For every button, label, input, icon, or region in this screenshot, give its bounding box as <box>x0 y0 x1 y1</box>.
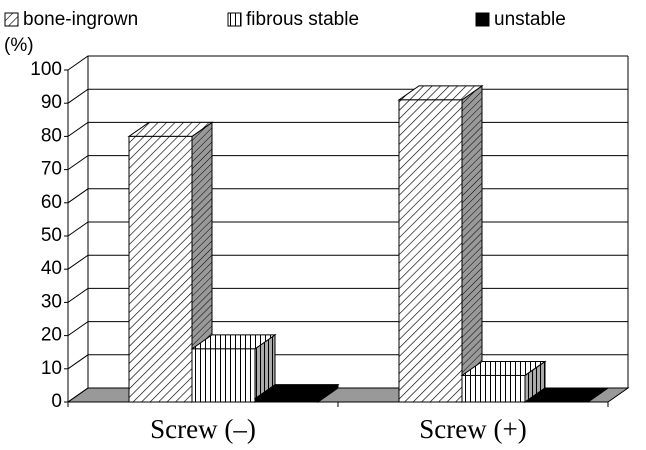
y-tick-label: 60 <box>41 192 62 213</box>
legend-label: unstable <box>494 9 566 30</box>
bar <box>253 383 340 403</box>
legend-label: fibrous stable <box>246 9 359 30</box>
y-axis-label: (%) <box>4 35 34 56</box>
legend-label: bone-ingrown <box>23 9 138 30</box>
y-tick-label: 80 <box>41 125 62 146</box>
grid-line <box>67 55 628 71</box>
x-tick-label: Screw (–) <box>150 414 256 444</box>
bar-front <box>398 99 463 403</box>
y-tick-label: 10 <box>41 358 62 379</box>
legend-swatch <box>475 12 490 27</box>
y-tick-label: 0 <box>51 391 62 412</box>
y-tick-label: 50 <box>41 225 62 246</box>
bar <box>127 121 214 403</box>
x-tick-label: Screw (+) <box>419 414 526 444</box>
legend-swatch <box>227 12 242 27</box>
bar-side <box>461 84 483 403</box>
y-tick-label: 70 <box>41 159 62 180</box>
y-tick-label: 100 <box>30 59 62 80</box>
bar <box>460 360 547 403</box>
bar-front <box>128 135 193 403</box>
bar-front <box>254 398 319 403</box>
grid-line <box>67 88 628 104</box>
bar-front <box>191 348 256 403</box>
legend-swatch <box>4 12 19 27</box>
y-tick-label: 30 <box>41 291 62 312</box>
bar-front <box>461 374 526 403</box>
bar <box>397 84 484 403</box>
y-tick-label: 20 <box>41 325 62 346</box>
y-tick-label: 40 <box>41 258 62 279</box>
bar <box>523 387 610 403</box>
y-tick-label: 90 <box>41 92 62 113</box>
bar <box>190 333 277 403</box>
